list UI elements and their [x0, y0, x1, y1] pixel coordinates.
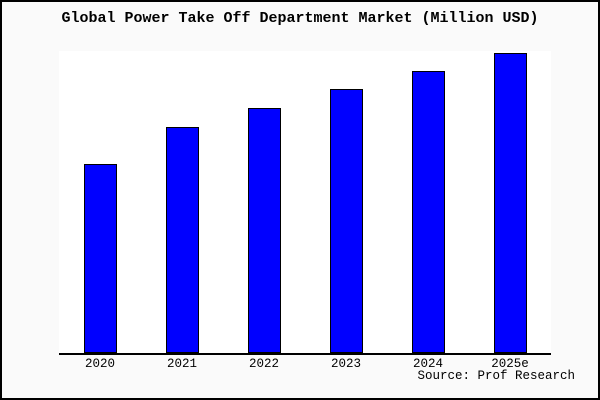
x-tick-2021: 2021: [166, 357, 197, 371]
x-tick-2022: 2022: [248, 357, 279, 371]
bar-2025e: [493, 53, 527, 353]
bar-slot-2021: [141, 51, 223, 353]
bar-2021: [165, 127, 199, 353]
bar-2024: [411, 71, 445, 353]
bar-slot-2024: [387, 51, 469, 353]
bar-2023: [329, 89, 363, 353]
x-tick-2020: 2020: [84, 357, 115, 371]
x-tick-2023: 2023: [330, 357, 361, 371]
chart-title: Global Power Take Off Department Market …: [61, 10, 539, 27]
x-tick-2024: 2024: [412, 357, 443, 371]
bar-2022: [247, 108, 281, 353]
plot-area: [59, 51, 551, 355]
bar-2020: [83, 164, 117, 353]
source-note: Source: Prof Research: [417, 369, 575, 383]
bar-slot-2025e: [469, 51, 551, 353]
x-axis-labels: 2020 2021 2022 2023 2024 2025e: [59, 357, 551, 371]
bar-slot-2022: [223, 51, 305, 353]
bar-slot-2023: [305, 51, 387, 353]
bar-slot-2020: [59, 51, 141, 353]
x-tick-2025e: 2025e: [491, 357, 529, 371]
